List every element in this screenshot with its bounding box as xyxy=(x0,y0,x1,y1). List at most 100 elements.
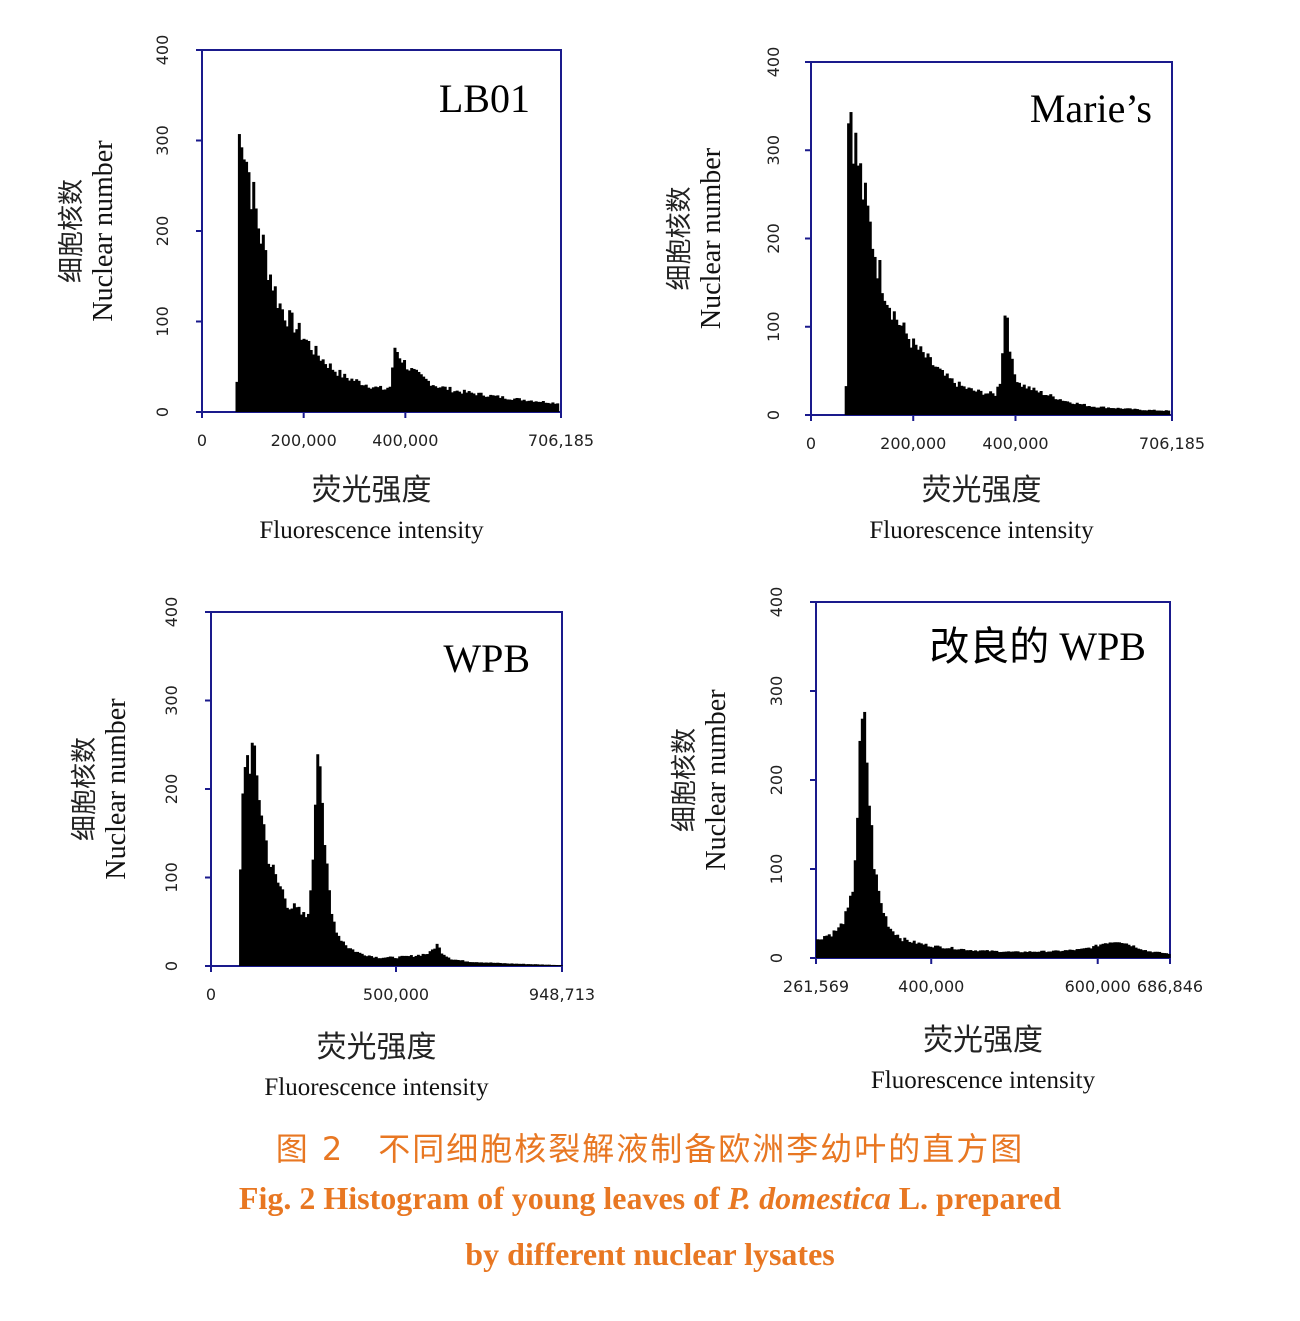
histogram-bar xyxy=(470,392,474,412)
histogram-bar xyxy=(501,963,505,966)
histogram-bar xyxy=(948,378,952,415)
histogram-bar xyxy=(434,386,438,412)
histogram-bar xyxy=(1104,408,1108,415)
histogram-bar xyxy=(312,354,316,412)
histogram-bar xyxy=(967,387,971,415)
histogram-bar xyxy=(837,927,841,958)
histogram-bar xyxy=(895,319,899,415)
histogram-bar xyxy=(486,396,490,412)
histogram-bar xyxy=(273,286,277,412)
histogram-bar xyxy=(274,874,278,966)
histogram-bar xyxy=(544,402,548,412)
histogram-bar xyxy=(1141,950,1145,958)
histogram-bar xyxy=(445,956,448,966)
histogram-bar xyxy=(863,182,867,415)
histogram-bar xyxy=(945,373,949,415)
histogram-bar xyxy=(255,775,259,966)
histogram-bar xyxy=(832,930,836,958)
histogram-bar xyxy=(1003,315,1007,415)
histogram-bar xyxy=(458,391,462,412)
x-axis-label-english: Fluorescence intensity xyxy=(871,1067,1096,1094)
x-tick-label: 0 xyxy=(197,431,207,450)
histogram-bar xyxy=(1077,949,1081,958)
histogram-bar xyxy=(320,802,324,966)
histogram-bar xyxy=(472,393,476,412)
histogram-bar xyxy=(1080,948,1084,958)
histogram-bar xyxy=(1028,951,1032,958)
histogram-bar xyxy=(381,957,385,966)
y-tick-label: 0 xyxy=(162,961,181,971)
histogram-bar xyxy=(1120,943,1124,958)
histogram-bar xyxy=(426,380,430,412)
histogram-bar xyxy=(880,293,884,415)
histogram-bar xyxy=(482,962,486,966)
histogram-bar xyxy=(510,963,514,966)
histogram-bar xyxy=(407,956,411,966)
histogram-bar xyxy=(1147,409,1151,415)
histogram-bar xyxy=(489,394,493,412)
histogram-bar xyxy=(496,962,500,966)
histogram-bar xyxy=(1044,952,1048,958)
histogram-bar xyxy=(517,963,521,966)
histogram-bar xyxy=(1073,404,1077,415)
histogram-bar xyxy=(271,864,275,966)
histogram-bar xyxy=(297,906,301,966)
x-tick-label: 600,000 xyxy=(1065,977,1131,996)
histogram-bar xyxy=(309,349,313,412)
histogram-bar xyxy=(237,134,241,413)
histogram-bar xyxy=(345,377,349,412)
histogram-bar xyxy=(260,815,264,966)
histogram-bar xyxy=(998,383,1002,415)
histogram-bar xyxy=(816,939,819,958)
histogram-bar xyxy=(1054,950,1058,958)
histogram-bar xyxy=(288,909,292,966)
histogram-bar xyxy=(278,886,282,966)
histogram-bar xyxy=(355,379,359,412)
histogram-bar xyxy=(1133,408,1137,415)
histogram-bar xyxy=(357,380,361,412)
histogram-bar xyxy=(1138,409,1142,415)
histogram-bar xyxy=(465,392,469,412)
histogram-bar xyxy=(916,349,920,415)
histogram-bar xyxy=(453,391,457,412)
histogram-bar xyxy=(250,742,254,966)
histogram-bar xyxy=(395,351,399,412)
histogram-bar xyxy=(559,965,563,966)
histogram-bar xyxy=(1151,952,1155,958)
histogram-bar xyxy=(477,392,481,412)
histogram-bar xyxy=(1101,943,1105,958)
y-tick-label: 200 xyxy=(162,774,181,805)
histogram-bar xyxy=(473,962,477,966)
histogram-bar xyxy=(1014,951,1018,958)
histogram-bar xyxy=(367,387,371,412)
histogram-bar xyxy=(344,945,348,966)
histogram-bar xyxy=(319,360,323,412)
histogram-bar xyxy=(381,389,385,412)
y-tick-label: 200 xyxy=(767,765,786,796)
histogram-bar xyxy=(1037,392,1041,415)
histogram-bar xyxy=(1135,409,1139,415)
histogram-bar xyxy=(269,274,273,412)
histogram-bar xyxy=(515,397,519,412)
histogram-bar xyxy=(825,935,829,958)
x-axis-label-chinese: 荧光强度 xyxy=(317,1030,437,1065)
histogram-bar xyxy=(526,964,530,966)
histogram-bar xyxy=(261,234,265,412)
histogram-bar xyxy=(415,369,418,412)
histogram-bar xyxy=(962,949,966,958)
histogram-bar xyxy=(1032,387,1036,415)
histogram-bar xyxy=(863,711,867,958)
histogram-bar xyxy=(1046,395,1050,415)
histogram-bar xyxy=(393,958,397,966)
histogram-bar xyxy=(351,949,355,966)
figure-caption-english-line2: by different nuclear lysates xyxy=(465,1236,835,1272)
histogram-bar xyxy=(524,964,528,966)
histogram-bar xyxy=(342,941,345,966)
histogram-bar xyxy=(1097,407,1101,415)
histogram-bar xyxy=(1123,408,1127,415)
x-axis-label-english: Fluorescence intensity xyxy=(264,1074,489,1101)
histogram-bar xyxy=(412,956,416,966)
histogram-bar xyxy=(904,333,908,415)
histogram-bar xyxy=(416,954,420,966)
histogram-bar xyxy=(522,399,526,412)
